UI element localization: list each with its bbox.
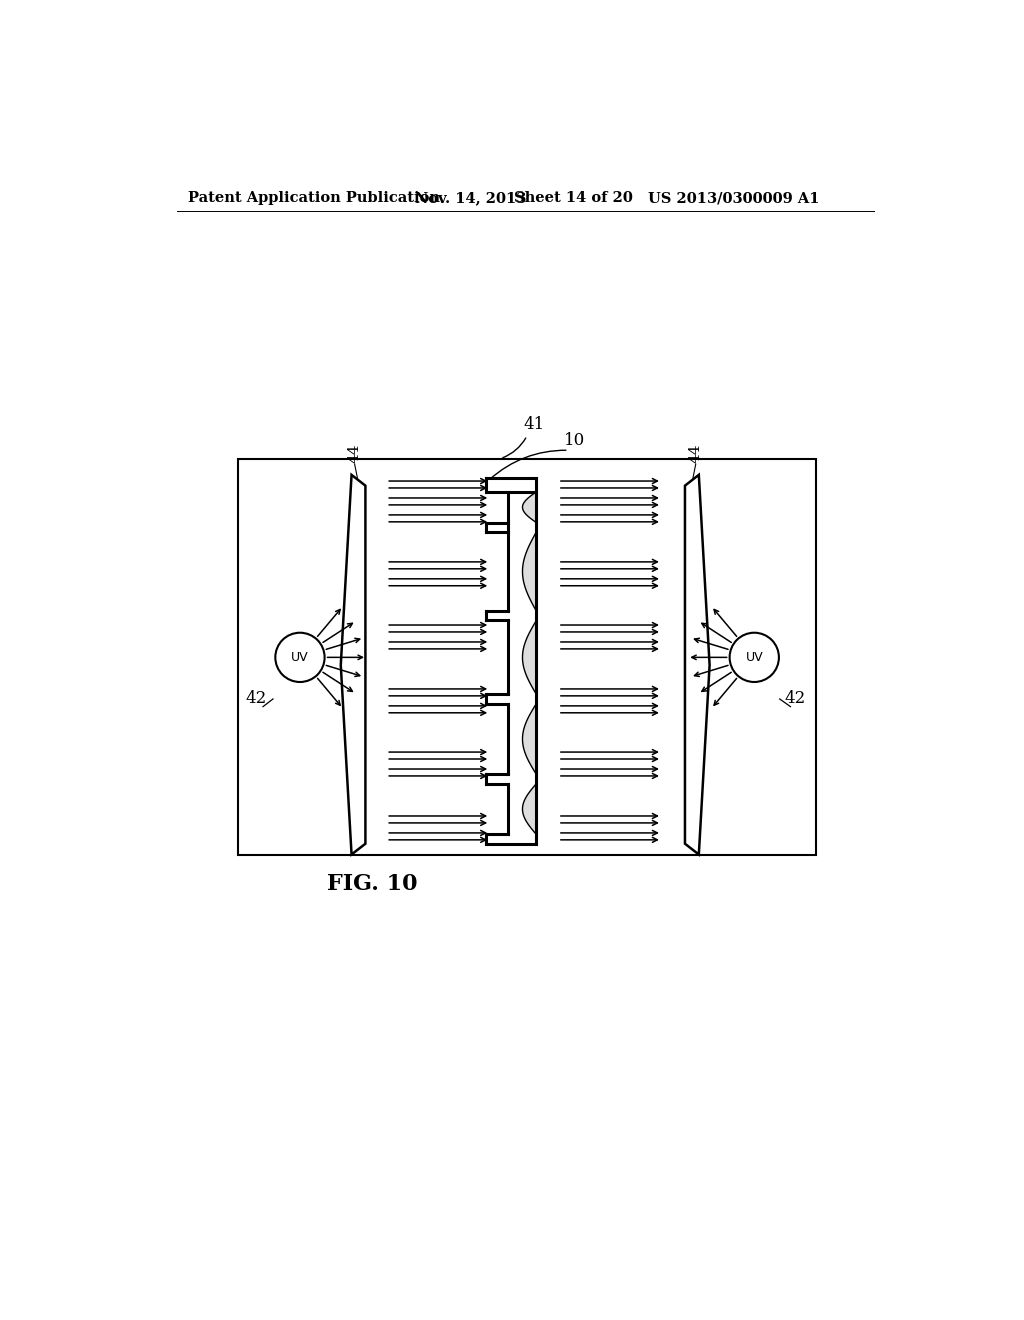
Polygon shape bbox=[685, 475, 710, 854]
Polygon shape bbox=[522, 704, 537, 775]
Text: US 2013/0300009 A1: US 2013/0300009 A1 bbox=[648, 191, 819, 206]
Text: Nov. 14, 2013: Nov. 14, 2013 bbox=[416, 191, 526, 206]
Polygon shape bbox=[522, 784, 537, 834]
Text: 44: 44 bbox=[689, 444, 702, 462]
Text: Patent Application Publication: Patent Application Publication bbox=[188, 191, 440, 206]
Text: UV: UV bbox=[291, 651, 309, 664]
Text: 41: 41 bbox=[523, 416, 545, 433]
Polygon shape bbox=[522, 492, 537, 523]
Text: 44: 44 bbox=[347, 444, 361, 462]
Polygon shape bbox=[522, 620, 537, 694]
Bar bbox=[239, 459, 816, 855]
Text: 42: 42 bbox=[246, 689, 266, 706]
Polygon shape bbox=[341, 475, 366, 854]
Text: UV: UV bbox=[745, 651, 763, 664]
Text: FIG. 10: FIG. 10 bbox=[327, 873, 418, 895]
Text: 10: 10 bbox=[564, 432, 586, 449]
Polygon shape bbox=[522, 532, 537, 611]
Circle shape bbox=[730, 632, 779, 682]
Text: Sheet 14 of 20: Sheet 14 of 20 bbox=[514, 191, 633, 206]
Text: 42: 42 bbox=[784, 689, 806, 706]
Circle shape bbox=[275, 632, 325, 682]
